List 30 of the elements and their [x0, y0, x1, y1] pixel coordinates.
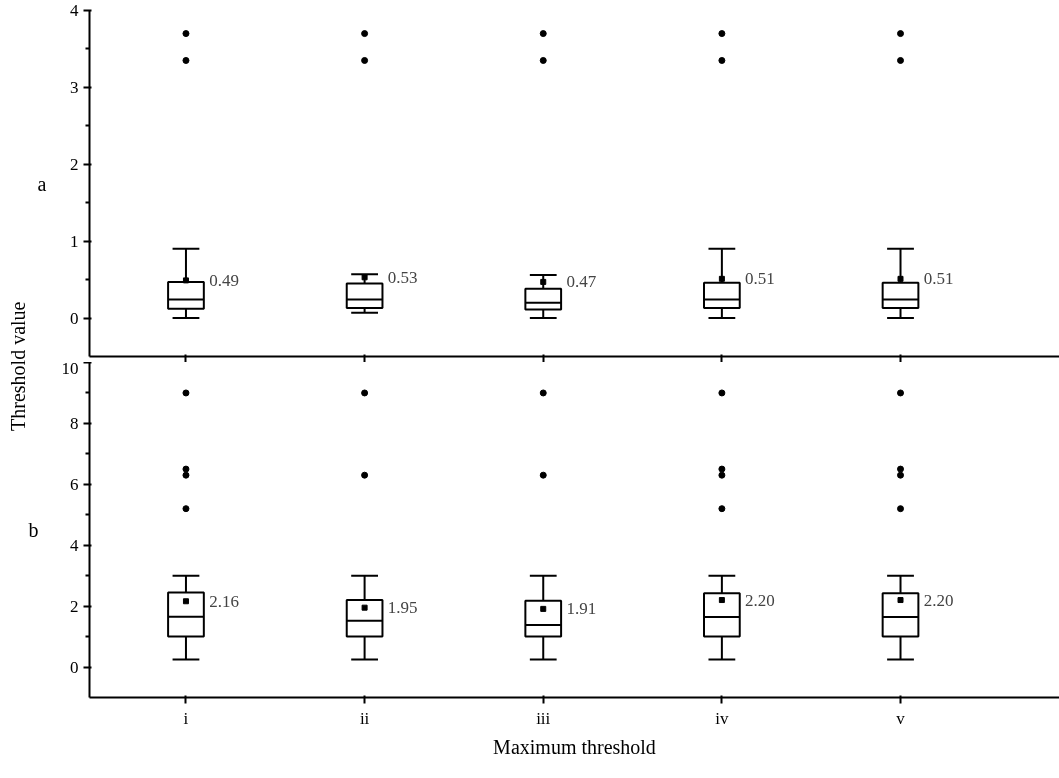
- text: a: [37, 172, 47, 195]
- text: 2.20: [923, 590, 954, 610]
- y-tick-label: 4: [70, 535, 79, 555]
- x-tick-label: ii: [359, 708, 370, 728]
- y-tick-label: 10: [61, 358, 79, 378]
- text: 1.95: [387, 598, 418, 618]
- x-axis-title: Maximum threshold: [493, 735, 656, 758]
- x-tick-label: v: [896, 708, 906, 728]
- text: b: [28, 519, 39, 541]
- text: 0.51: [923, 269, 954, 289]
- y-tick-label: 0: [70, 308, 79, 328]
- text: 0.49: [209, 270, 239, 290]
- text: 0.53: [387, 267, 418, 287]
- y-tick-label: 0: [70, 657, 79, 677]
- x-tick-label: iii: [536, 708, 551, 728]
- y-tick-label: 1: [70, 231, 79, 251]
- text: 2.20: [745, 590, 775, 610]
- y-tick-label: 3: [70, 77, 79, 97]
- text: 1.91: [566, 599, 597, 619]
- y-tick-label: 8: [70, 413, 79, 433]
- text: 0.47: [566, 272, 597, 292]
- text: 0.51: [745, 269, 775, 289]
- x-tick-label: i: [183, 708, 189, 728]
- y-tick-label: 2: [70, 154, 79, 174]
- text: 2.16: [209, 591, 239, 611]
- y-tick-label: 2: [70, 596, 79, 616]
- y-tick-label: 4: [70, 1, 79, 20]
- y-tick-label: 6: [70, 474, 79, 494]
- y-axis-title: Threshold value: [7, 301, 29, 431]
- x-tick-label: iv: [715, 708, 729, 728]
